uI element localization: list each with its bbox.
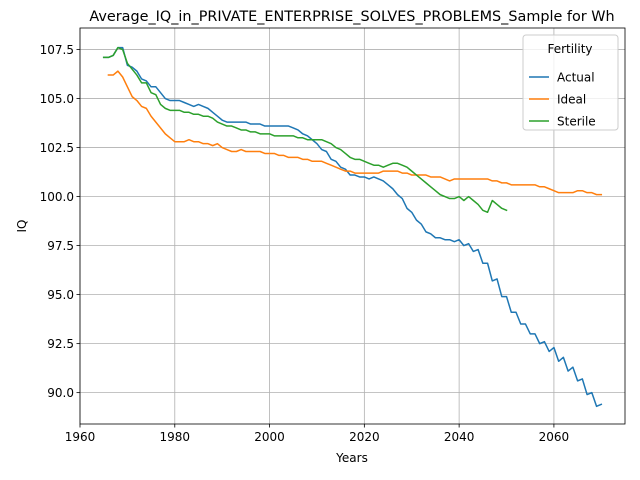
y-tick-label: 92.5	[47, 337, 74, 351]
x-tick-label: 1980	[160, 430, 191, 444]
x-axis: 1960 1980 2000 2020 2040 2060	[65, 424, 569, 444]
y-tick-label: 90.0	[47, 386, 74, 400]
legend: Fertility Actual Ideal Sterile	[522, 34, 619, 131]
chart-title: Average_IQ_in_PRIVATE_ENTERPRISE_SOLVES_…	[89, 9, 614, 25]
y-tick-label: 100.0	[40, 190, 74, 204]
x-tick-label: 1960	[65, 430, 96, 444]
series-layer	[102, 46, 603, 408]
legend-title: Fertility	[547, 42, 592, 56]
legend-label-sterile: Sterile	[557, 114, 596, 128]
y-axis-label: IQ	[15, 220, 29, 233]
x-tick-label: 2020	[349, 430, 380, 444]
y-tick-label: 105.0	[40, 92, 74, 106]
y-tick-label: 97.5	[47, 239, 74, 253]
series-line-actual	[102, 46, 603, 408]
legend-label-ideal: Ideal	[557, 92, 586, 106]
legend-items: Actual Ideal Sterile	[529, 70, 596, 128]
y-tick-label: 102.5	[40, 141, 74, 155]
x-tick-label: 2060	[539, 430, 570, 444]
plot-frame	[79, 27, 626, 425]
y-tick-label: 107.5	[40, 43, 74, 57]
legend-label-actual: Actual	[557, 70, 595, 84]
legend-box	[522, 34, 619, 131]
x-axis-label: Years	[335, 451, 368, 465]
y-tick-label: 95.0	[47, 288, 74, 302]
series-line-sterile	[102, 46, 508, 214]
series-line-ideal	[107, 70, 603, 196]
x-tick-label: 2040	[444, 430, 475, 444]
y-axis: 90.0 92.5 95.0 97.5 100.0 102.5 105.0 107.5	[40, 43, 80, 400]
x-tick-label: 2000	[254, 430, 285, 444]
